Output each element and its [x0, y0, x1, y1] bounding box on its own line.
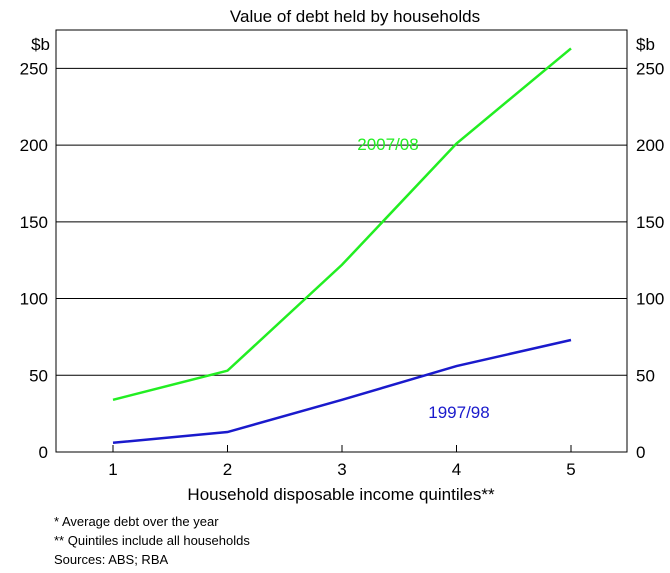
footnote-quintiles: ** Quintiles include all households [54, 533, 250, 548]
series-label-1997-98: 1997/98 [428, 403, 489, 422]
x-tick-label: 2 [223, 460, 232, 479]
series-line-0 [112, 47, 572, 402]
x-tick-label: 5 [566, 460, 575, 479]
x-axis-label: Household disposable income quintiles** [187, 485, 495, 504]
y-tick-label-left: 100 [20, 290, 48, 309]
y-tick-label-right: 0 [636, 443, 645, 462]
y-axis-label-left: $b [31, 35, 50, 54]
x-tick-label: 3 [337, 460, 346, 479]
y-tick-label-right: 200 [636, 136, 664, 155]
y-tick-label-left: 50 [29, 366, 48, 385]
x-tick-labels: 1 2 3 4 5 [108, 445, 576, 479]
y-tick-label-left: 0 [39, 443, 48, 462]
x-tick-label: 4 [452, 460, 461, 479]
y-tick-label-right: 100 [636, 290, 664, 309]
y-tick-label-right: 50 [636, 366, 655, 385]
y-tick-label-left: 200 [20, 136, 48, 155]
chart-title: Value of debt held by households [230, 7, 480, 26]
series-label-2007-08: 2007/08 [357, 135, 418, 154]
y-axis-label-right: $b [636, 35, 655, 54]
plot-frame [55, 29, 628, 453]
sources-note: Sources: ABS; RBA [54, 552, 169, 567]
series-lines [112, 47, 572, 445]
x-tick-label: 1 [108, 460, 117, 479]
y-tick-label-right: 250 [636, 59, 664, 78]
series-line-1 [112, 338, 572, 445]
y-tick-labels: 0 0 50 50 100 100 150 150 200 200 250 250 [20, 59, 665, 462]
y-tick-label-left: 250 [20, 59, 48, 78]
y-tick-label-left: 150 [20, 213, 48, 232]
gridlines [56, 67, 627, 376]
y-tick-label-right: 150 [636, 213, 664, 232]
footnote-average-debt: * Average debt over the year [54, 514, 219, 529]
